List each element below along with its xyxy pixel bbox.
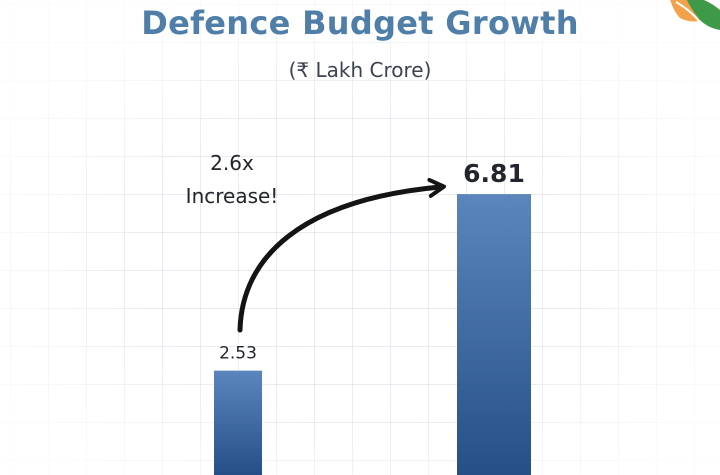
annotation-multiplier: 2.6x <box>210 151 254 175</box>
bar-2 <box>457 194 531 475</box>
chart-title: Defence Budget Growth <box>141 4 579 42</box>
annotation-text: Increase! <box>186 184 279 208</box>
bar-value-label-1: 2.53 <box>219 344 257 364</box>
bar-1 <box>214 370 262 475</box>
growth-arrow <box>237 177 446 333</box>
bar-value-label-2: 6.81 <box>463 159 525 188</box>
emblem-logo <box>620 0 720 30</box>
chart-subtitle: (₹ Lakh Crore) <box>288 58 432 82</box>
